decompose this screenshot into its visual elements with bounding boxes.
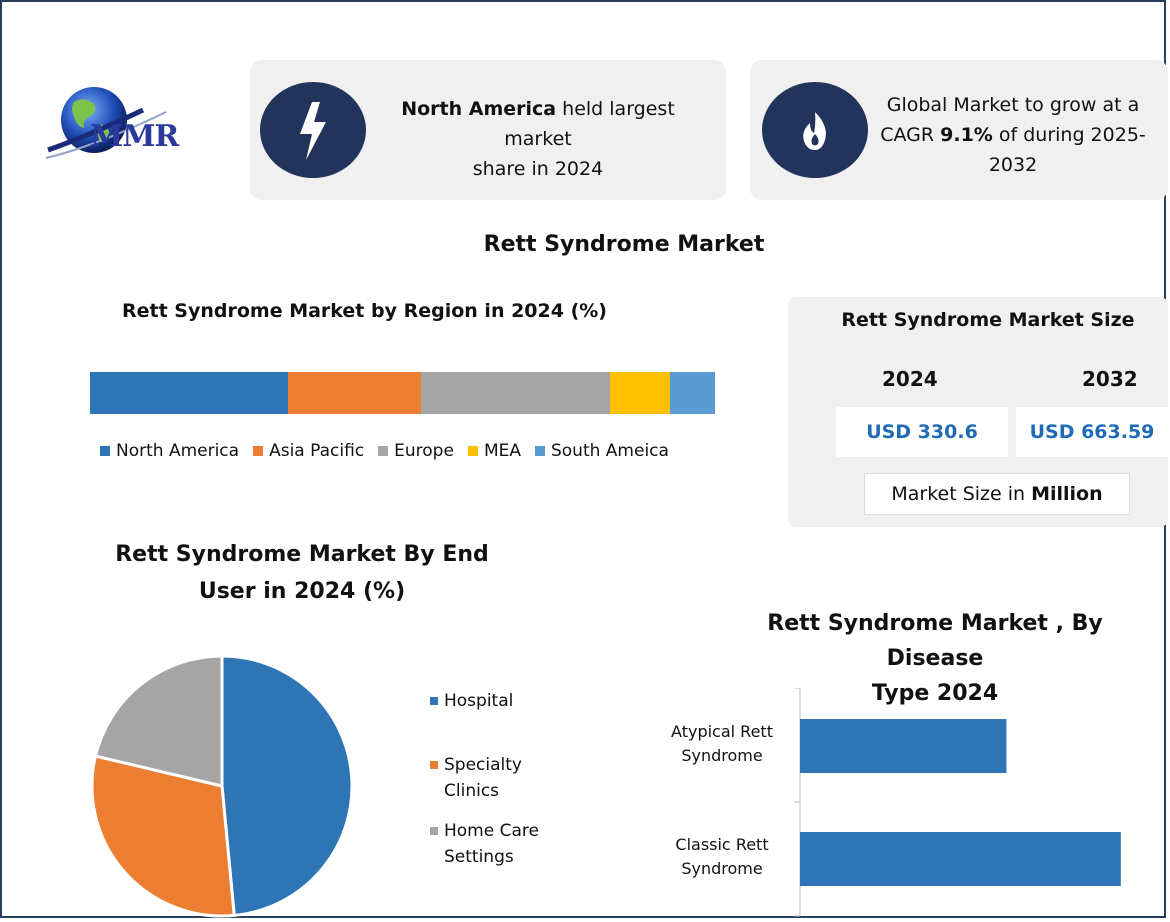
pie-legend-item-home-care-settings: Home Care Settings [430,818,539,870]
value-2032: USD 663.59 [1016,407,1168,457]
legend-swatch [253,446,264,456]
cagr-highlight-text: Global Market to grow at a CAGR 9.1% of … [880,94,1146,176]
region-segment-south-ameica [670,372,715,414]
region-legend-item: South Ameica [534,441,669,461]
mmr-logo [42,80,232,170]
bar-label-classic-rett-syndrome: Classic Rett Syndrome [675,835,769,878]
pie-legend-item-hospital: Hospital [430,688,513,714]
logo-text: MMR [90,119,179,154]
highlight-card-cagr: Global Market to grow at a CAGR 9.1% of … [750,60,1168,200]
pie-slice-hospital [220,654,354,918]
year-2032-label: 2032 [1082,367,1138,391]
market-size-unit: Market Size in Million [864,473,1130,515]
legend-label: Europe [394,441,454,461]
bar-atypical-rett-syndrome [800,719,1007,773]
legend-swatch [467,446,478,456]
legend-label: MEA [483,441,521,461]
legend-label: South Ameica [550,441,669,461]
legend-label: Hospital [444,691,514,711]
lightning-icon [260,82,366,178]
flame-icon [762,82,868,178]
disease-bar-chart [794,688,1121,917]
region-segment-asia-pacific [288,372,422,414]
end-user-chart-title: Rett Syndrome Market By End User in 2024 … [115,542,489,604]
globe-icon [45,87,167,159]
region-chart-title: Rett Syndrome Market by Region in 2024 (… [121,300,607,322]
region-segment-europe [421,372,610,414]
legend-swatch [100,446,110,456]
legend-label-cont: Settings [444,847,514,867]
legend-label: Asia Pacific [269,441,365,461]
legend-swatch [430,761,438,769]
region-segment-north-america [90,372,289,414]
pie-slice-specialty-clinics [90,754,236,918]
value-2024: USD 330.6 [836,407,1008,457]
legend-label-cont: Clinics [444,781,500,801]
year-2024-label: 2024 [882,367,938,391]
region-highlight-text: North America held largest market share … [401,98,675,180]
highlight-card-region: North America held largest market share … [250,60,726,200]
legend-label: North America [116,441,240,461]
market-size-panel: Rett Syndrome Market Size 2024 2032 USD … [788,297,1168,527]
region-legend-item: MEA [467,441,521,461]
legend-swatch [430,827,438,835]
legend-label: Home Care [444,821,539,841]
region-legend-item: North America [100,441,239,461]
main-title: Rett Syndrome Market [483,232,765,257]
legend-label: Specialty [444,755,522,775]
disease-chart-title: Rett Syndrome Market , By Disease Type 20… [767,611,1103,706]
pie-slice-home-care-settings [93,654,224,788]
legend-swatch [430,697,438,705]
bar-label-atypical-rett-syndrome: Atypical Rett Syndrome [671,722,773,765]
region-legend-item: Asia Pacific [253,441,364,461]
market-size-title: Rett Syndrome Market Size [841,309,1135,331]
end-user-pie-chart [90,654,354,918]
legend-swatch [534,446,545,456]
pie-legend-item-specialty-clinics: Specialty Clinics [430,752,522,804]
region-segment-mea [610,372,670,414]
bar-classic-rett-syndrome [800,832,1121,886]
legend-swatch [378,446,389,456]
region-stacked-bar [90,372,715,414]
region-legend: North America Asia Pacific Europe MEA South … [100,441,669,461]
region-legend-item: Europe [378,441,454,461]
